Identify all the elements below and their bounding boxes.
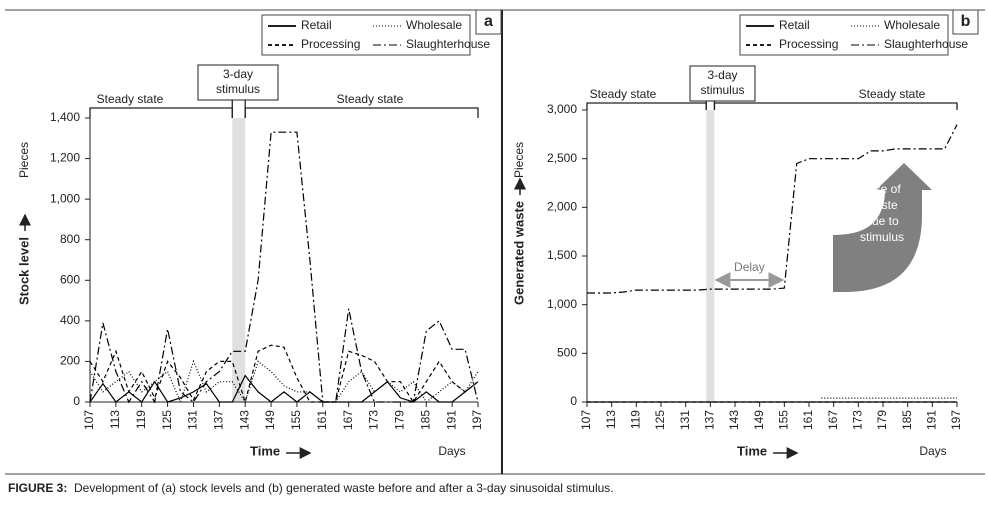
steady-state-bracket	[89, 107, 233, 118]
steady-state-label: Steady state	[97, 92, 164, 106]
stimulus-label: stimulus	[216, 82, 260, 96]
x-tick-label: 155	[289, 410, 303, 430]
rise-label: Rise of	[863, 182, 901, 196]
panel-box	[475, 9, 502, 35]
y-axis-title: Generated waste	[511, 201, 526, 305]
stimulus-box	[197, 64, 279, 101]
legend-label: Retail	[779, 18, 810, 32]
x-tick-label: 191	[444, 410, 458, 430]
series-line	[89, 374, 479, 403]
y-unit: Pieces	[512, 142, 526, 178]
steady-state-label: Steady state	[859, 87, 926, 101]
x-tick-label: 107	[579, 410, 593, 430]
x-tick-label: 185	[418, 410, 432, 430]
steady-state-label: Steady state	[337, 92, 404, 106]
steady-state-label: Steady state	[590, 87, 657, 101]
x-tick-label: 125	[653, 410, 667, 430]
steady-state-bracket	[586, 102, 707, 110]
x-tick-label: 113	[604, 410, 618, 429]
x-tick-label: 143	[237, 410, 251, 430]
steady-state-bracket	[713, 102, 958, 110]
x-unit: Days	[919, 444, 946, 458]
x-tick-label: 113	[108, 410, 122, 429]
legend-box	[261, 14, 471, 56]
x-tick-label: 167	[341, 410, 355, 430]
series-line	[89, 359, 479, 404]
x-tick-label: 149	[263, 410, 277, 430]
x-tick-label: 197	[949, 410, 963, 430]
stimulus-label: stimulus	[700, 83, 744, 97]
rise-label: due to	[865, 214, 899, 228]
x-tick-label: 137	[703, 410, 717, 430]
x-tick-label: 155	[777, 410, 791, 430]
x-axis-title: Time	[737, 443, 767, 458]
x-tick-label: 179	[875, 410, 889, 430]
y-tick-label: 1,000	[547, 297, 577, 311]
x-tick-label: 167	[826, 410, 840, 430]
stimulus-band	[706, 110, 715, 402]
legend-label: Slaughterhouse	[884, 37, 968, 51]
y-tick-label: 1,000	[50, 191, 80, 205]
x-tick-label: 137	[212, 410, 226, 430]
stimulus-label: 3-day	[707, 68, 737, 82]
caption: Development of (a) stock levels and (b) …	[74, 481, 614, 495]
stimulus-band	[232, 118, 246, 402]
y-tick-label: 1,400	[50, 110, 80, 124]
y-tick-label: 200	[60, 354, 80, 368]
legend-label: Retail	[301, 18, 332, 32]
series-line	[89, 344, 479, 405]
y-tick-label: 1,200	[50, 151, 80, 165]
stimulus-label: 3-day	[223, 67, 253, 81]
rise-label: waste	[865, 198, 898, 212]
y-tick-label: 800	[60, 232, 80, 246]
steady-state-bracket	[244, 107, 479, 118]
x-tick-label: 143	[727, 410, 741, 430]
x-tick-label: 149	[752, 410, 766, 430]
caption-label: FIGURE 3:	[8, 481, 67, 495]
x-tick-label: 119	[134, 410, 148, 429]
x-tick-label: 179	[393, 410, 407, 430]
x-tick-label: 131	[186, 410, 200, 430]
y-tick-label: 400	[60, 313, 80, 327]
y-tick-label: 1,500	[547, 248, 577, 262]
panel-letter: b	[961, 13, 971, 30]
x-tick-label: 197	[470, 410, 484, 430]
y-tick-label: 2,500	[547, 151, 577, 165]
y-tick-label: 0	[73, 394, 80, 408]
rise-label: stimulus	[860, 230, 904, 244]
legend-box	[739, 14, 949, 56]
panel-letter: a	[484, 13, 493, 30]
x-tick-label: 185	[900, 410, 914, 430]
x-tick-label: 173	[367, 410, 381, 430]
stimulus-box	[689, 65, 756, 102]
y-tick-label: 2,000	[547, 200, 577, 214]
legend-label: Processing	[779, 37, 838, 51]
panel-box	[952, 9, 979, 35]
x-tick-label: 119	[629, 410, 643, 429]
y-axis-title: Stock level	[16, 237, 31, 305]
x-tick-label: 131	[678, 410, 692, 430]
y-tick-label: 3,000	[547, 102, 577, 116]
x-tick-label: 125	[160, 410, 174, 430]
legend-label: Wholesale	[406, 18, 462, 32]
x-tick-label: 107	[82, 410, 96, 430]
x-tick-label: 161	[801, 410, 815, 430]
x-tick-label: 161	[315, 410, 329, 430]
rise-arrow	[833, 163, 932, 292]
legend-label: Slaughterhouse	[406, 37, 490, 51]
delay-label: Delay	[734, 260, 765, 274]
x-tick-label: 191	[925, 410, 939, 430]
y-tick-label: 0	[570, 394, 577, 408]
legend-label: Wholesale	[884, 18, 940, 32]
x-unit: Days	[438, 444, 465, 458]
legend-label: Processing	[301, 37, 360, 51]
y-tick-label: 500	[557, 346, 577, 360]
series-line	[89, 131, 479, 404]
y-tick-label: 600	[60, 272, 80, 286]
x-axis-title: Time	[250, 443, 280, 458]
y-unit: Pieces	[17, 142, 31, 178]
x-tick-label: 173	[851, 410, 865, 430]
